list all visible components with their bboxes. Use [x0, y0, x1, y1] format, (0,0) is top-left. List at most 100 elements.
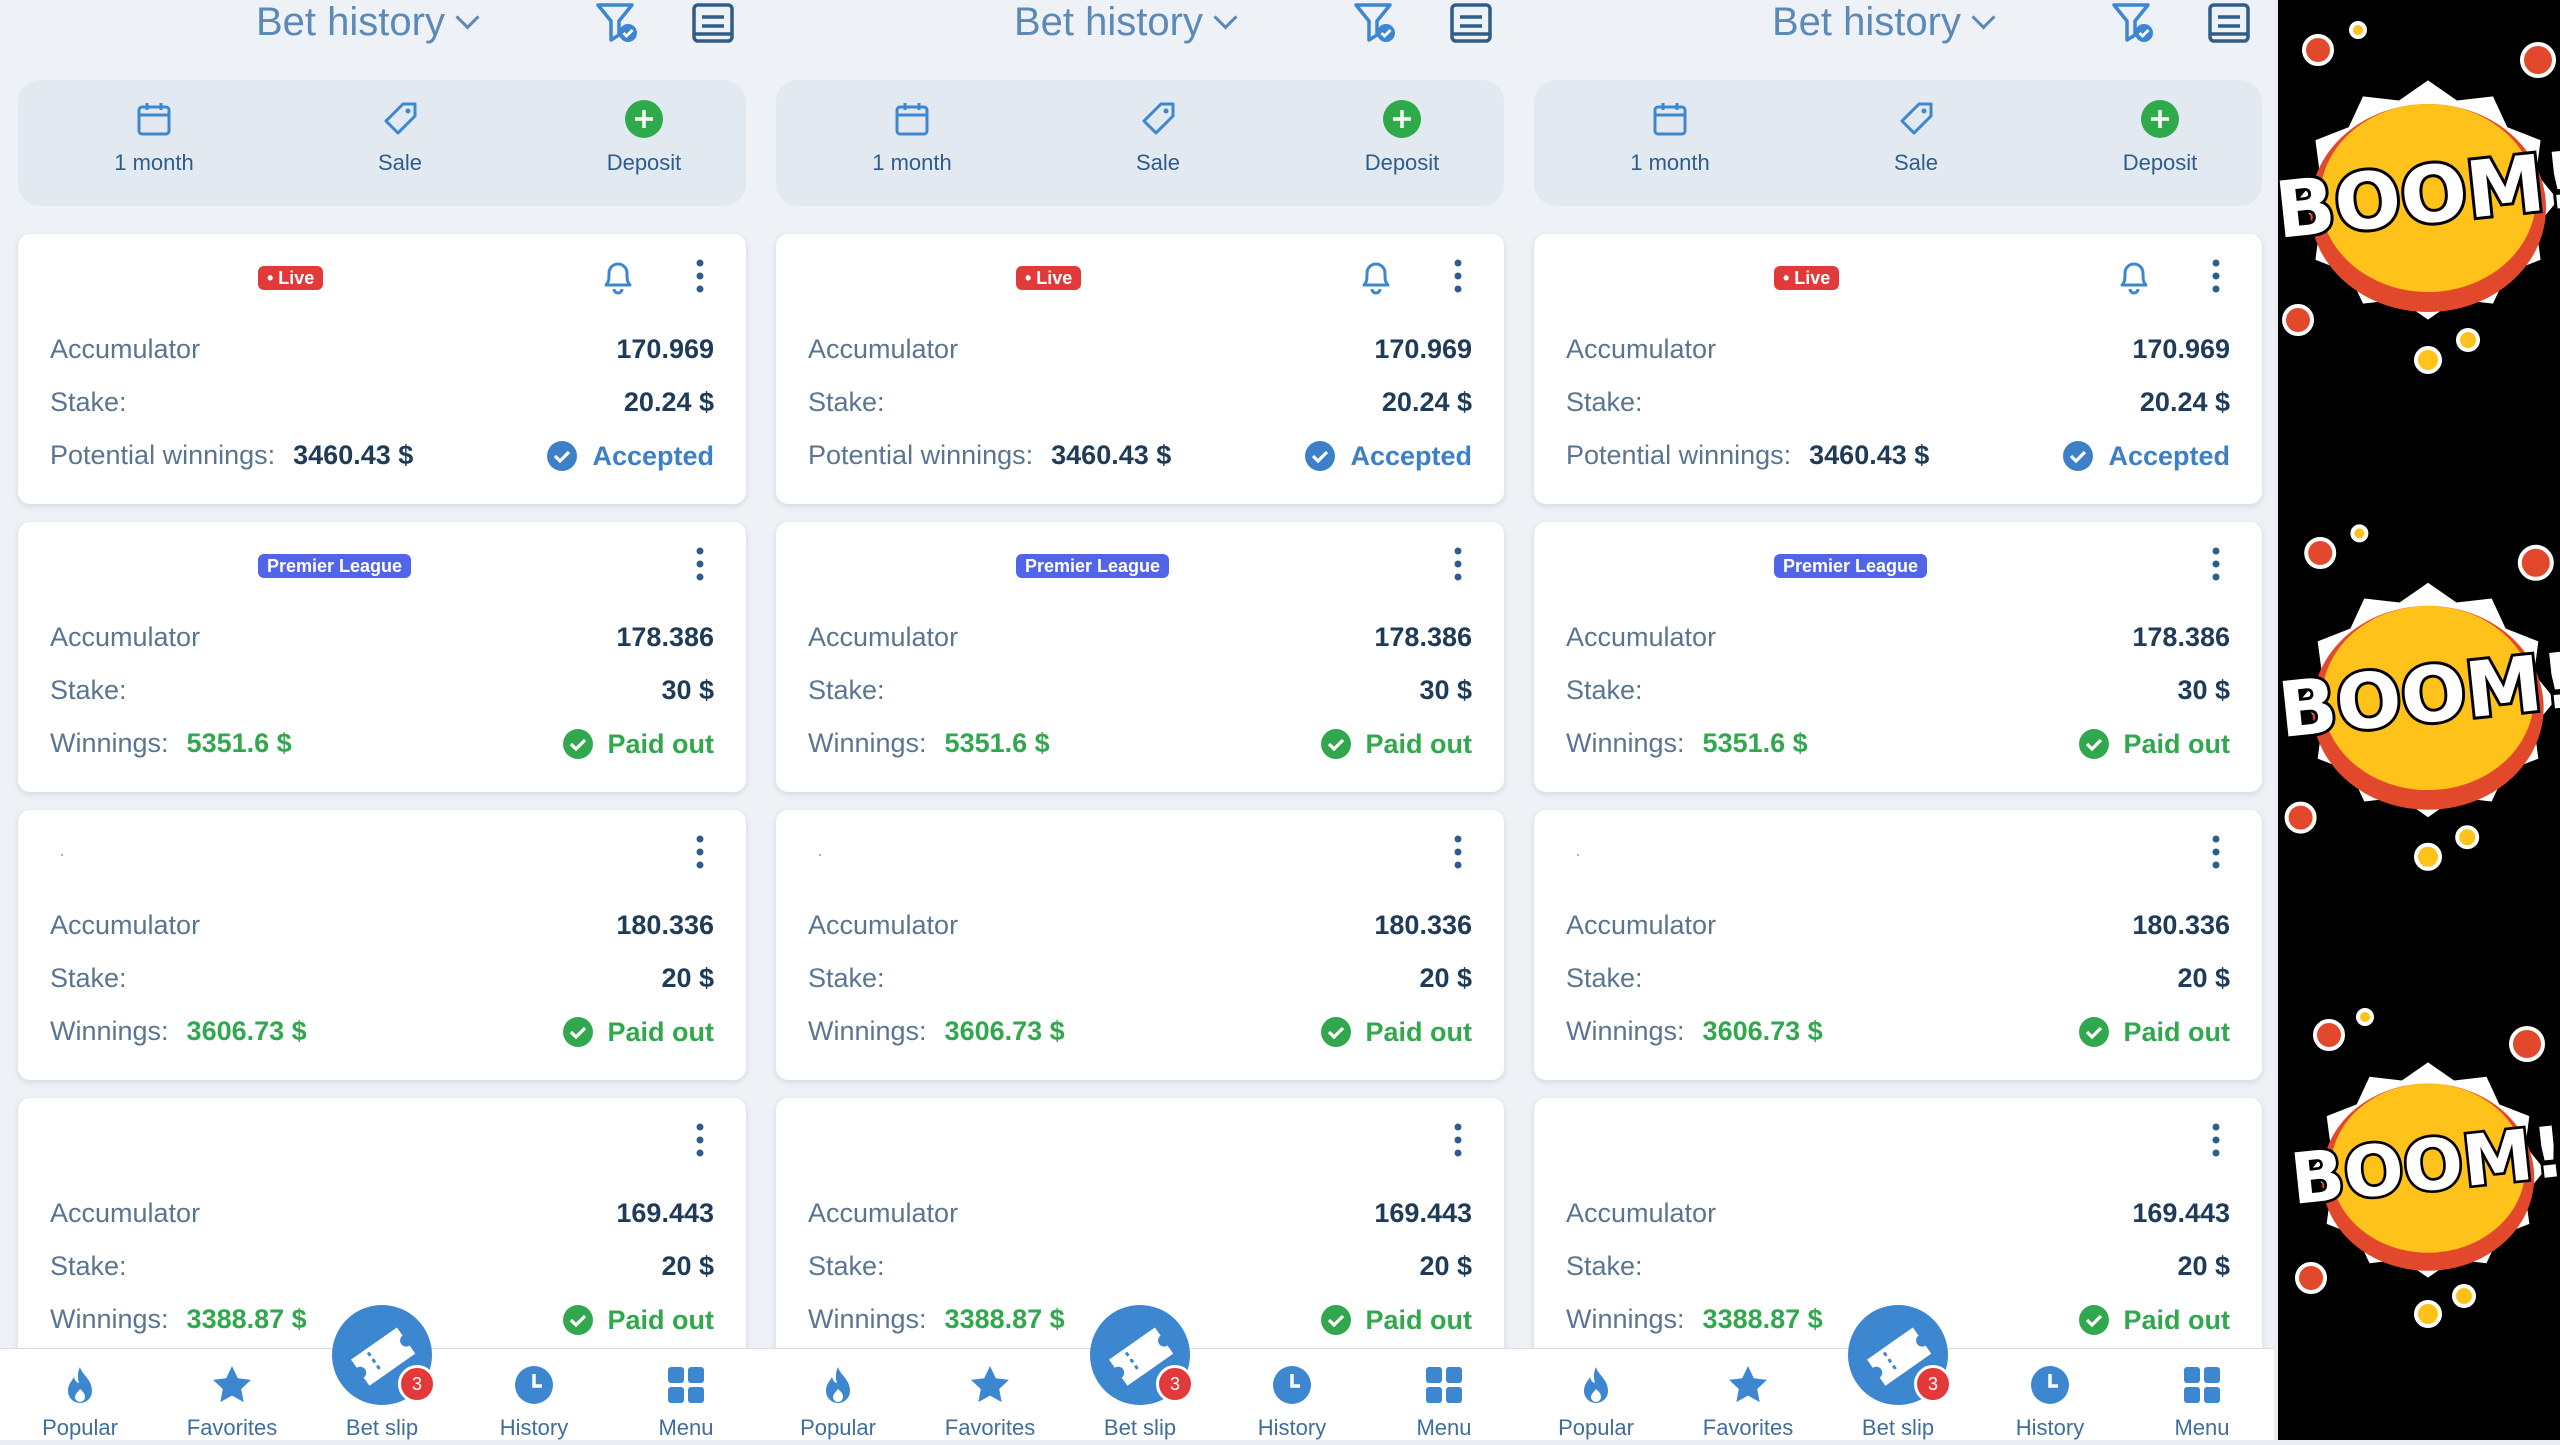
- stake-label: Stake:: [808, 1251, 885, 1281]
- more-vertical-icon[interactable]: [682, 830, 718, 874]
- status-badge: Paid out: [2078, 728, 2231, 760]
- nav-item-popular[interactable]: Popular: [768, 1363, 908, 1440]
- check-circle-blue-icon: [2062, 440, 2094, 472]
- confetti-dot: [2414, 1300, 2442, 1328]
- more-vertical-icon[interactable]: [1440, 1118, 1476, 1162]
- nav-item-favorites[interactable]: Favorites: [920, 1363, 1060, 1440]
- winnings-row: Winnings: 3388.87 $ Paid out: [1566, 1304, 2230, 1344]
- nav-item-menu[interactable]: Menu: [616, 1363, 756, 1440]
- status-badge: Paid out: [562, 1304, 714, 1336]
- bottom-nav: Popular Favorites 3 Bet slip History Menu: [1516, 1305, 2274, 1440]
- filter-1-month[interactable]: 1 month: [74, 98, 234, 176]
- filter-deposit[interactable]: Deposit: [564, 98, 724, 176]
- receipt-icon[interactable]: [2206, 0, 2252, 46]
- filter-check-icon[interactable]: [594, 0, 640, 46]
- advertisement-banner[interactable]: BOOM! BOOM! BOOM!: [2268, 0, 2560, 1440]
- bet-card[interactable]: • Live Accumulator 170.969 Stake: 20.24 $ Pot…: [1534, 234, 2262, 504]
- more-vertical-icon[interactable]: [682, 542, 718, 586]
- more-vertical-icon[interactable]: [682, 1118, 718, 1162]
- filter-label: Deposit: [1364, 150, 1440, 175]
- nav-item-favorites[interactable]: Favorites: [162, 1363, 302, 1440]
- nav-item-popular[interactable]: Popular: [1526, 1363, 1666, 1440]
- filter-sale[interactable]: Sale: [320, 98, 480, 176]
- nav-item-favorites[interactable]: Favorites: [1678, 1363, 1818, 1440]
- confetti-dot: [2350, 524, 2369, 543]
- nav-item-history[interactable]: History: [1980, 1363, 2120, 1440]
- bet-odds: 169.443: [2132, 1198, 2230, 1228]
- winnings-label-group: Winnings: 3388.87 $: [50, 1304, 307, 1335]
- confetti-dot: [2452, 1284, 2476, 1308]
- bet-card[interactable]: Premier League Accumulator 178.386 Stake: 30…: [1534, 522, 2262, 792]
- bell-icon[interactable]: [1354, 254, 1398, 298]
- stake-row: Stake: 30 $: [1566, 675, 2230, 715]
- bet-slip-button[interactable]: 3: [1090, 1305, 1194, 1405]
- bell-icon[interactable]: [2112, 254, 2156, 298]
- bet-card[interactable]: Premier League Accumulator 178.386 Stake: 30…: [776, 522, 1504, 792]
- bet-card[interactable]: • Live Accumulator 170.969 Stake: 20.24 $ Pot…: [776, 234, 1504, 504]
- nav-label: Menu: [658, 1415, 714, 1440]
- header: Bet history: [0, 0, 758, 56]
- star-icon: [968, 1363, 1012, 1407]
- more-vertical-icon[interactable]: [2198, 1118, 2234, 1162]
- nav-item-history[interactable]: History: [1222, 1363, 1362, 1440]
- bet-card[interactable]: • Live Accumulator 170.969 Stake: 20.24 $ Pot…: [18, 234, 746, 504]
- more-vertical-icon[interactable]: [1440, 830, 1476, 874]
- confetti-dot: [2456, 328, 2480, 352]
- more-vertical-icon[interactable]: [1440, 542, 1476, 586]
- filter-check-icon[interactable]: [2110, 0, 2156, 46]
- filter-deposit[interactable]: Deposit: [2080, 98, 2240, 176]
- winnings-value: 3606.73 $: [1702, 1016, 1823, 1046]
- bet-slip-button[interactable]: 3: [1848, 1305, 1952, 1405]
- page-title-dropdown[interactable]: Bet history: [1772, 0, 1996, 45]
- more-vertical-icon[interactable]: [1440, 254, 1476, 298]
- bet-badge: • Live: [1774, 266, 1840, 290]
- status-text: Paid out: [2123, 728, 2231, 759]
- bet-type: Accumulator: [1566, 1198, 1717, 1228]
- bet-odds: 169.443: [1374, 1198, 1472, 1228]
- winnings-row: Potential winnings: 3460.43 $ Accepted: [1566, 440, 2230, 480]
- receipt-icon[interactable]: [1448, 0, 1494, 46]
- nav-label: Bet slip: [1103, 1415, 1177, 1440]
- star-icon: [210, 1363, 254, 1407]
- page-title-dropdown[interactable]: Bet history: [1014, 0, 1238, 45]
- stake-value: 30 $: [661, 675, 714, 705]
- ticket-icon: [1848, 1327, 1948, 1409]
- check-circle-green-icon: [2078, 1016, 2110, 1048]
- bet-card[interactable]: · Accumulator 180.336 Stake: 20 $ Winnings: 36…: [1534, 810, 2262, 1080]
- stake-row: Stake: 20.24 $: [808, 387, 1472, 427]
- more-vertical-icon[interactable]: [2198, 542, 2234, 586]
- bell-icon[interactable]: [596, 254, 640, 298]
- bet-card[interactable]: · Accumulator 180.336 Stake: 20 $ Winnings: 36…: [18, 810, 746, 1080]
- bet-slip-button[interactable]: 3: [332, 1305, 436, 1405]
- bet-card[interactable]: · Accumulator 180.336 Stake: 20 $ Winnings: 36…: [776, 810, 1504, 1080]
- status-text: Accepted: [1350, 440, 1472, 471]
- filter-check-icon[interactable]: [1352, 0, 1398, 46]
- bet-slip-count: 3: [398, 1365, 436, 1403]
- status-text: Paid out: [1365, 1016, 1473, 1047]
- boom-burst: BOOM!: [2284, 1062, 2560, 1278]
- page-title-dropdown[interactable]: Bet history: [256, 0, 480, 45]
- filter-sale[interactable]: Sale: [1078, 98, 1238, 176]
- bet-card[interactable]: Premier League Accumulator 178.386 Stake: 30…: [18, 522, 746, 792]
- more-vertical-icon[interactable]: [2198, 830, 2234, 874]
- bet-type-row: Accumulator 170.969: [808, 334, 1472, 374]
- filter-sale[interactable]: Sale: [1836, 98, 1996, 176]
- nav-item-popular[interactable]: Popular: [10, 1363, 150, 1440]
- filter-1-month[interactable]: 1 month: [832, 98, 992, 176]
- more-vertical-icon[interactable]: [2198, 254, 2234, 298]
- nav-item-history[interactable]: History: [464, 1363, 604, 1440]
- page-title: Bet history: [1014, 0, 1203, 44]
- more-vertical-icon[interactable]: [682, 254, 718, 298]
- page-title: Bet history: [1772, 0, 1961, 44]
- filter-1-month[interactable]: 1 month: [1590, 98, 1750, 176]
- stake-label: Stake:: [808, 387, 885, 417]
- nav-item-menu[interactable]: Menu: [1374, 1363, 1514, 1440]
- nav-label: Popular: [800, 1415, 876, 1440]
- confetti-dot: [2356, 1008, 2374, 1026]
- stake-value: 20.24 $: [2139, 387, 2230, 417]
- quick-filters: 1 month Sale Deposit: [1534, 80, 2262, 206]
- receipt-icon[interactable]: [690, 0, 736, 46]
- nav-item-menu[interactable]: Menu: [2132, 1363, 2272, 1440]
- filter-deposit[interactable]: Deposit: [1322, 98, 1482, 176]
- check-circle-blue-icon: [1304, 440, 1336, 472]
